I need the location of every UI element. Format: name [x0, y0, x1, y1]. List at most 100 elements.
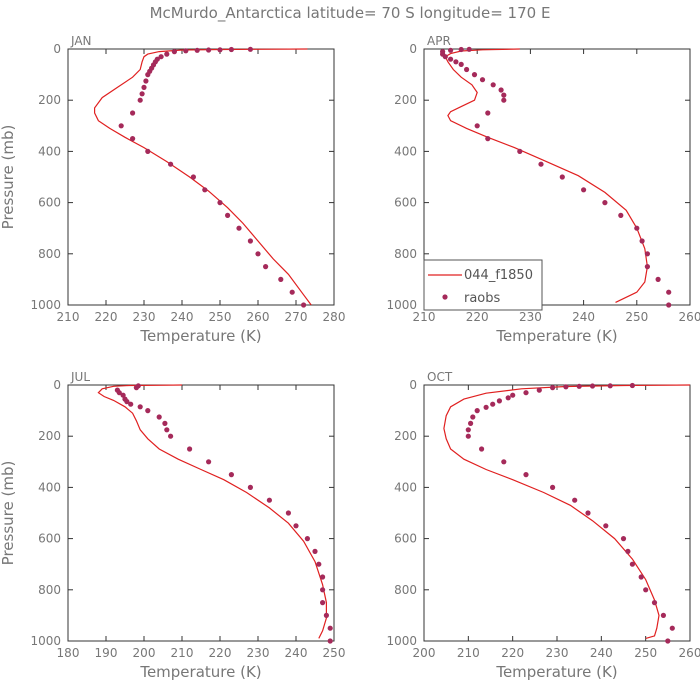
y-tick-label: 0: [53, 378, 61, 392]
raobs-point: [496, 398, 502, 404]
raobs-point: [466, 46, 472, 52]
raobs-point: [550, 385, 556, 391]
raobs-point: [158, 54, 164, 60]
raobs-point: [190, 174, 196, 180]
raobs-point: [474, 408, 480, 414]
raobs-point: [644, 251, 651, 257]
y-tick-label: 200: [38, 93, 61, 107]
raobs-point: [453, 59, 459, 65]
raobs-point: [666, 289, 672, 295]
raobs-point: [665, 638, 671, 644]
legend: 044_f1850 raobs: [423, 259, 543, 311]
raobs-point: [629, 382, 636, 389]
raobs-point: [550, 484, 556, 490]
raobs-point: [154, 56, 160, 62]
raobs-point: [559, 174, 565, 180]
x-tick-label: 190: [95, 646, 118, 660]
raobs-point: [471, 72, 478, 78]
raobs-point: [187, 446, 193, 452]
panel-label-oct: OCT: [427, 370, 453, 384]
raobs-point: [228, 472, 234, 478]
raobs-point: [206, 459, 212, 465]
raobs-point: [651, 600, 658, 606]
raobs-point: [320, 574, 326, 580]
x-tick-label: 280: [323, 310, 346, 324]
raobs-point: [206, 47, 212, 53]
raobs-point: [130, 136, 136, 142]
raobs-point: [585, 510, 591, 516]
raobs-point: [465, 433, 471, 439]
x-tick-label: 210: [457, 646, 480, 660]
panel-label-jul: JUL: [70, 370, 90, 384]
raobs-point: [474, 123, 480, 129]
raobs-point: [323, 612, 329, 619]
raobs-point: [643, 587, 649, 593]
legend-entry-model: 044_f1850: [464, 268, 533, 283]
raobs-point: [316, 561, 322, 567]
raobs-point: [644, 264, 651, 270]
raobs-point: [194, 47, 200, 53]
raobs-point: [448, 56, 454, 62]
raobs-point: [183, 48, 189, 54]
legend-box: [423, 259, 543, 311]
panels-group: 210 220 230 240 250 260 270 280 0 200 400 600 800 100…: [0, 34, 700, 681]
raobs-point: [118, 123, 124, 129]
x-axis-label: Temperature (K): [139, 663, 261, 681]
raobs-point: [639, 238, 645, 244]
plot-area-jul: [67, 384, 335, 642]
y-tick-label: 800: [38, 247, 61, 261]
raobs-point: [285, 510, 291, 516]
raobs-point: [263, 264, 269, 270]
x-tick-label: 260: [679, 646, 700, 660]
raobs-point: [589, 383, 596, 389]
raobs-point: [536, 387, 542, 393]
y-tick-label: 800: [394, 247, 417, 261]
plot-area-jan: [67, 48, 335, 306]
y-tick-label: 600: [38, 196, 61, 210]
raobs-point: [458, 61, 464, 67]
raobs-point: [602, 200, 608, 206]
raobs-point: [202, 187, 208, 193]
raobs-point: [581, 187, 587, 193]
raobs-point: [114, 387, 120, 393]
y-tick-label: 1000: [30, 298, 61, 312]
raobs-point: [629, 561, 636, 567]
raobs-point: [162, 420, 168, 426]
raobs-point: [638, 574, 644, 580]
raobs-point: [293, 523, 299, 529]
y-tick-label: 400: [38, 480, 61, 494]
raobs-point: [304, 536, 310, 542]
raobs-point: [517, 148, 523, 154]
y-tick-label: 800: [38, 583, 61, 597]
raobs-point: [603, 523, 609, 529]
plot-area-oct: [423, 384, 691, 642]
raobs-point: [501, 97, 507, 103]
raobs-point: [505, 395, 511, 401]
raobs-point: [327, 638, 333, 644]
x-tick-label: 240: [590, 646, 613, 660]
raobs-point: [143, 78, 149, 84]
raobs-point: [468, 420, 474, 426]
raobs-point: [625, 548, 631, 555]
raobs-point: [135, 383, 141, 389]
x-tick-label: 220: [466, 310, 489, 324]
y-tick-label: 200: [38, 429, 61, 443]
raobs-point: [490, 82, 496, 88]
raobs-point: [139, 91, 145, 97]
raobs-point: [660, 612, 667, 619]
model-line-jul: [97, 384, 327, 639]
legend-raobs-swatch: [442, 294, 448, 300]
x-tick-label: 240: [572, 310, 595, 324]
raobs-point: [576, 383, 582, 389]
raobs-point: [464, 66, 470, 73]
raobs-point: [255, 251, 261, 257]
raobs-point: [141, 84, 147, 90]
y-tick-label: 600: [394, 196, 417, 210]
raobs-point: [122, 396, 128, 402]
raobs-point: [479, 446, 485, 452]
raobs-point: [247, 484, 253, 490]
raobs-point: [228, 46, 234, 53]
raobs-point: [618, 212, 624, 218]
raobs-point: [501, 459, 507, 465]
